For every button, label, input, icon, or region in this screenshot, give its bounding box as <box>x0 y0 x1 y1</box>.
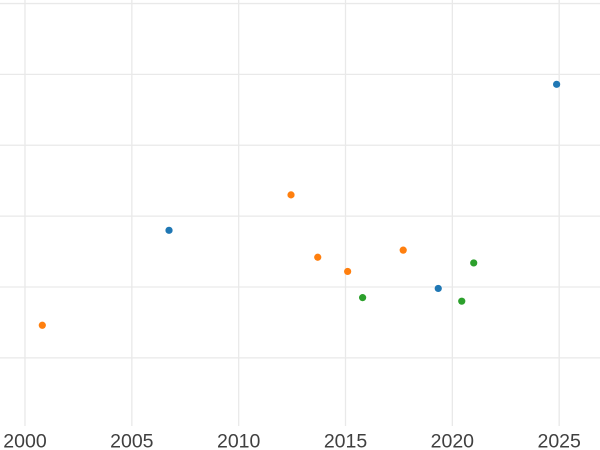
data-point-series-green <box>458 297 466 305</box>
x-tick-label: 2020 <box>431 431 475 450</box>
data-point-series-orange <box>314 253 322 261</box>
data-point-series-orange <box>38 321 46 329</box>
data-point-series-orange <box>344 267 352 276</box>
data-point-series-blue <box>165 226 173 234</box>
x-tick-label: 2000 <box>3 431 47 450</box>
x-tick-label: 2010 <box>217 431 261 450</box>
x-tick-label: 2015 <box>324 431 368 450</box>
data-point-series-green <box>359 294 367 302</box>
data-point-series-orange <box>399 246 407 254</box>
data-point-series-green <box>470 259 478 267</box>
data-point-series-blue <box>553 80 561 88</box>
data-point-series-blue <box>434 284 442 293</box>
data-point-series-orange <box>287 191 295 199</box>
x-tick-label: 2005 <box>110 431 154 450</box>
x-tick-label: 2025 <box>537 431 581 450</box>
